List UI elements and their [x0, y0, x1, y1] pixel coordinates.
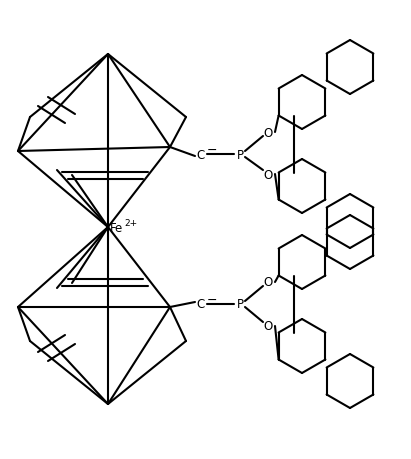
Text: O: O [263, 276, 272, 289]
Text: C: C [196, 148, 204, 161]
Text: −: − [207, 143, 217, 156]
Text: 2+: 2+ [124, 218, 137, 227]
Text: P: P [236, 298, 243, 311]
Text: C: C [196, 298, 204, 311]
Text: O: O [263, 168, 272, 181]
Text: P: P [236, 148, 243, 161]
Text: −: − [207, 293, 217, 306]
Text: O: O [263, 320, 272, 333]
Text: O: O [263, 126, 272, 139]
Text: Fe: Fe [110, 221, 123, 234]
